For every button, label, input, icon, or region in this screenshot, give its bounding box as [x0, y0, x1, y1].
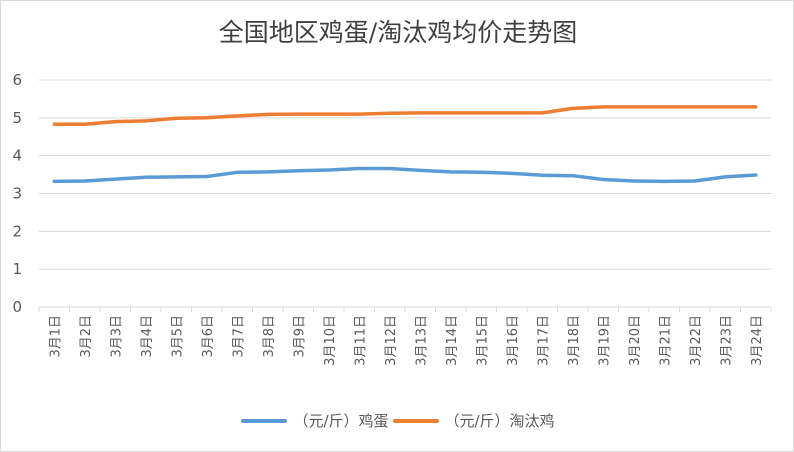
x-tick-label: 3月16日: [506, 315, 521, 366]
x-tick-label: 3月1日: [48, 315, 63, 358]
chart-title: 全国地区鸡蛋/淘汰鸡均价走势图: [218, 18, 578, 47]
y-tick-label: 0: [12, 298, 22, 316]
x-tick-label: 3月7日: [231, 315, 246, 358]
y-tick-label: 3: [12, 185, 22, 203]
x-tick-label: 3月14日: [445, 315, 460, 366]
x-tick-label: 3月24日: [750, 315, 765, 366]
x-tick-label: 3月11日: [353, 315, 368, 366]
x-tick-label: 3月23日: [719, 315, 734, 366]
x-tick-label: 3月8日: [262, 315, 277, 358]
series-line-0: [52, 166, 758, 184]
x-tick-label: 3月3日: [109, 315, 124, 358]
legend-item-culled-hen: （元/斤）淘汰鸡: [392, 410, 555, 431]
x-tick-label: 3月10日: [323, 315, 338, 366]
x-tick-label: 3月9日: [292, 315, 307, 358]
x-tick-label: 3月4日: [140, 315, 155, 358]
x-tick-label: 3月12日: [384, 315, 399, 366]
y-tick-label: 2: [12, 222, 22, 240]
x-tick-label: 3月17日: [536, 315, 551, 366]
y-tick-label: 1: [12, 260, 22, 278]
series-line-1: [52, 105, 758, 127]
y-tick-label: 4: [12, 147, 22, 165]
legend-swatch-egg: [241, 418, 288, 423]
legend-label-culled-hen: （元/斤）淘汰鸡: [444, 412, 555, 430]
x-tick-label: 3月5日: [170, 315, 185, 358]
x-tick-label: 3月20日: [628, 315, 643, 366]
legend-item-egg: （元/斤）鸡蛋: [241, 410, 389, 431]
legend-label-egg: （元/斤）鸡蛋: [293, 412, 389, 430]
y-tick-label: 6: [12, 71, 22, 89]
legend: （元/斤）鸡蛋 （元/斤）淘汰鸡: [1, 410, 793, 431]
x-tick-label: 3月13日: [414, 315, 429, 366]
x-tick-label: 3月18日: [567, 315, 582, 366]
x-tick-label: 3月19日: [597, 315, 612, 366]
x-tick-label: 3月6日: [201, 315, 216, 358]
x-tick-label: 3月21日: [658, 315, 673, 366]
y-tick-label: 5: [12, 109, 22, 127]
x-tick-label: 3月22日: [689, 315, 704, 366]
legend-swatch-culled-hen: [392, 418, 439, 423]
x-tick-label: 3月2日: [79, 315, 94, 358]
x-tick-label: 3月15日: [475, 315, 490, 366]
